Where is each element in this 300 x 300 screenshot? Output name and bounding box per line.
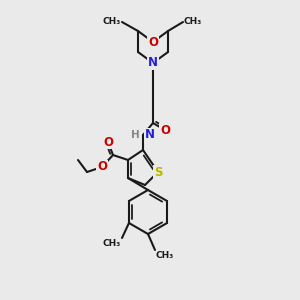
Text: CH₃: CH₃ xyxy=(156,251,174,260)
Text: N: N xyxy=(145,128,155,142)
Text: CH₃: CH₃ xyxy=(184,17,202,26)
Text: CH₃: CH₃ xyxy=(103,17,121,26)
Text: CH₃: CH₃ xyxy=(103,239,121,248)
Text: S: S xyxy=(154,166,162,178)
Text: O: O xyxy=(97,160,107,173)
Text: O: O xyxy=(148,35,158,49)
Text: H: H xyxy=(131,130,140,140)
Text: N: N xyxy=(148,56,158,70)
Text: O: O xyxy=(160,124,170,136)
Text: O: O xyxy=(103,136,113,148)
